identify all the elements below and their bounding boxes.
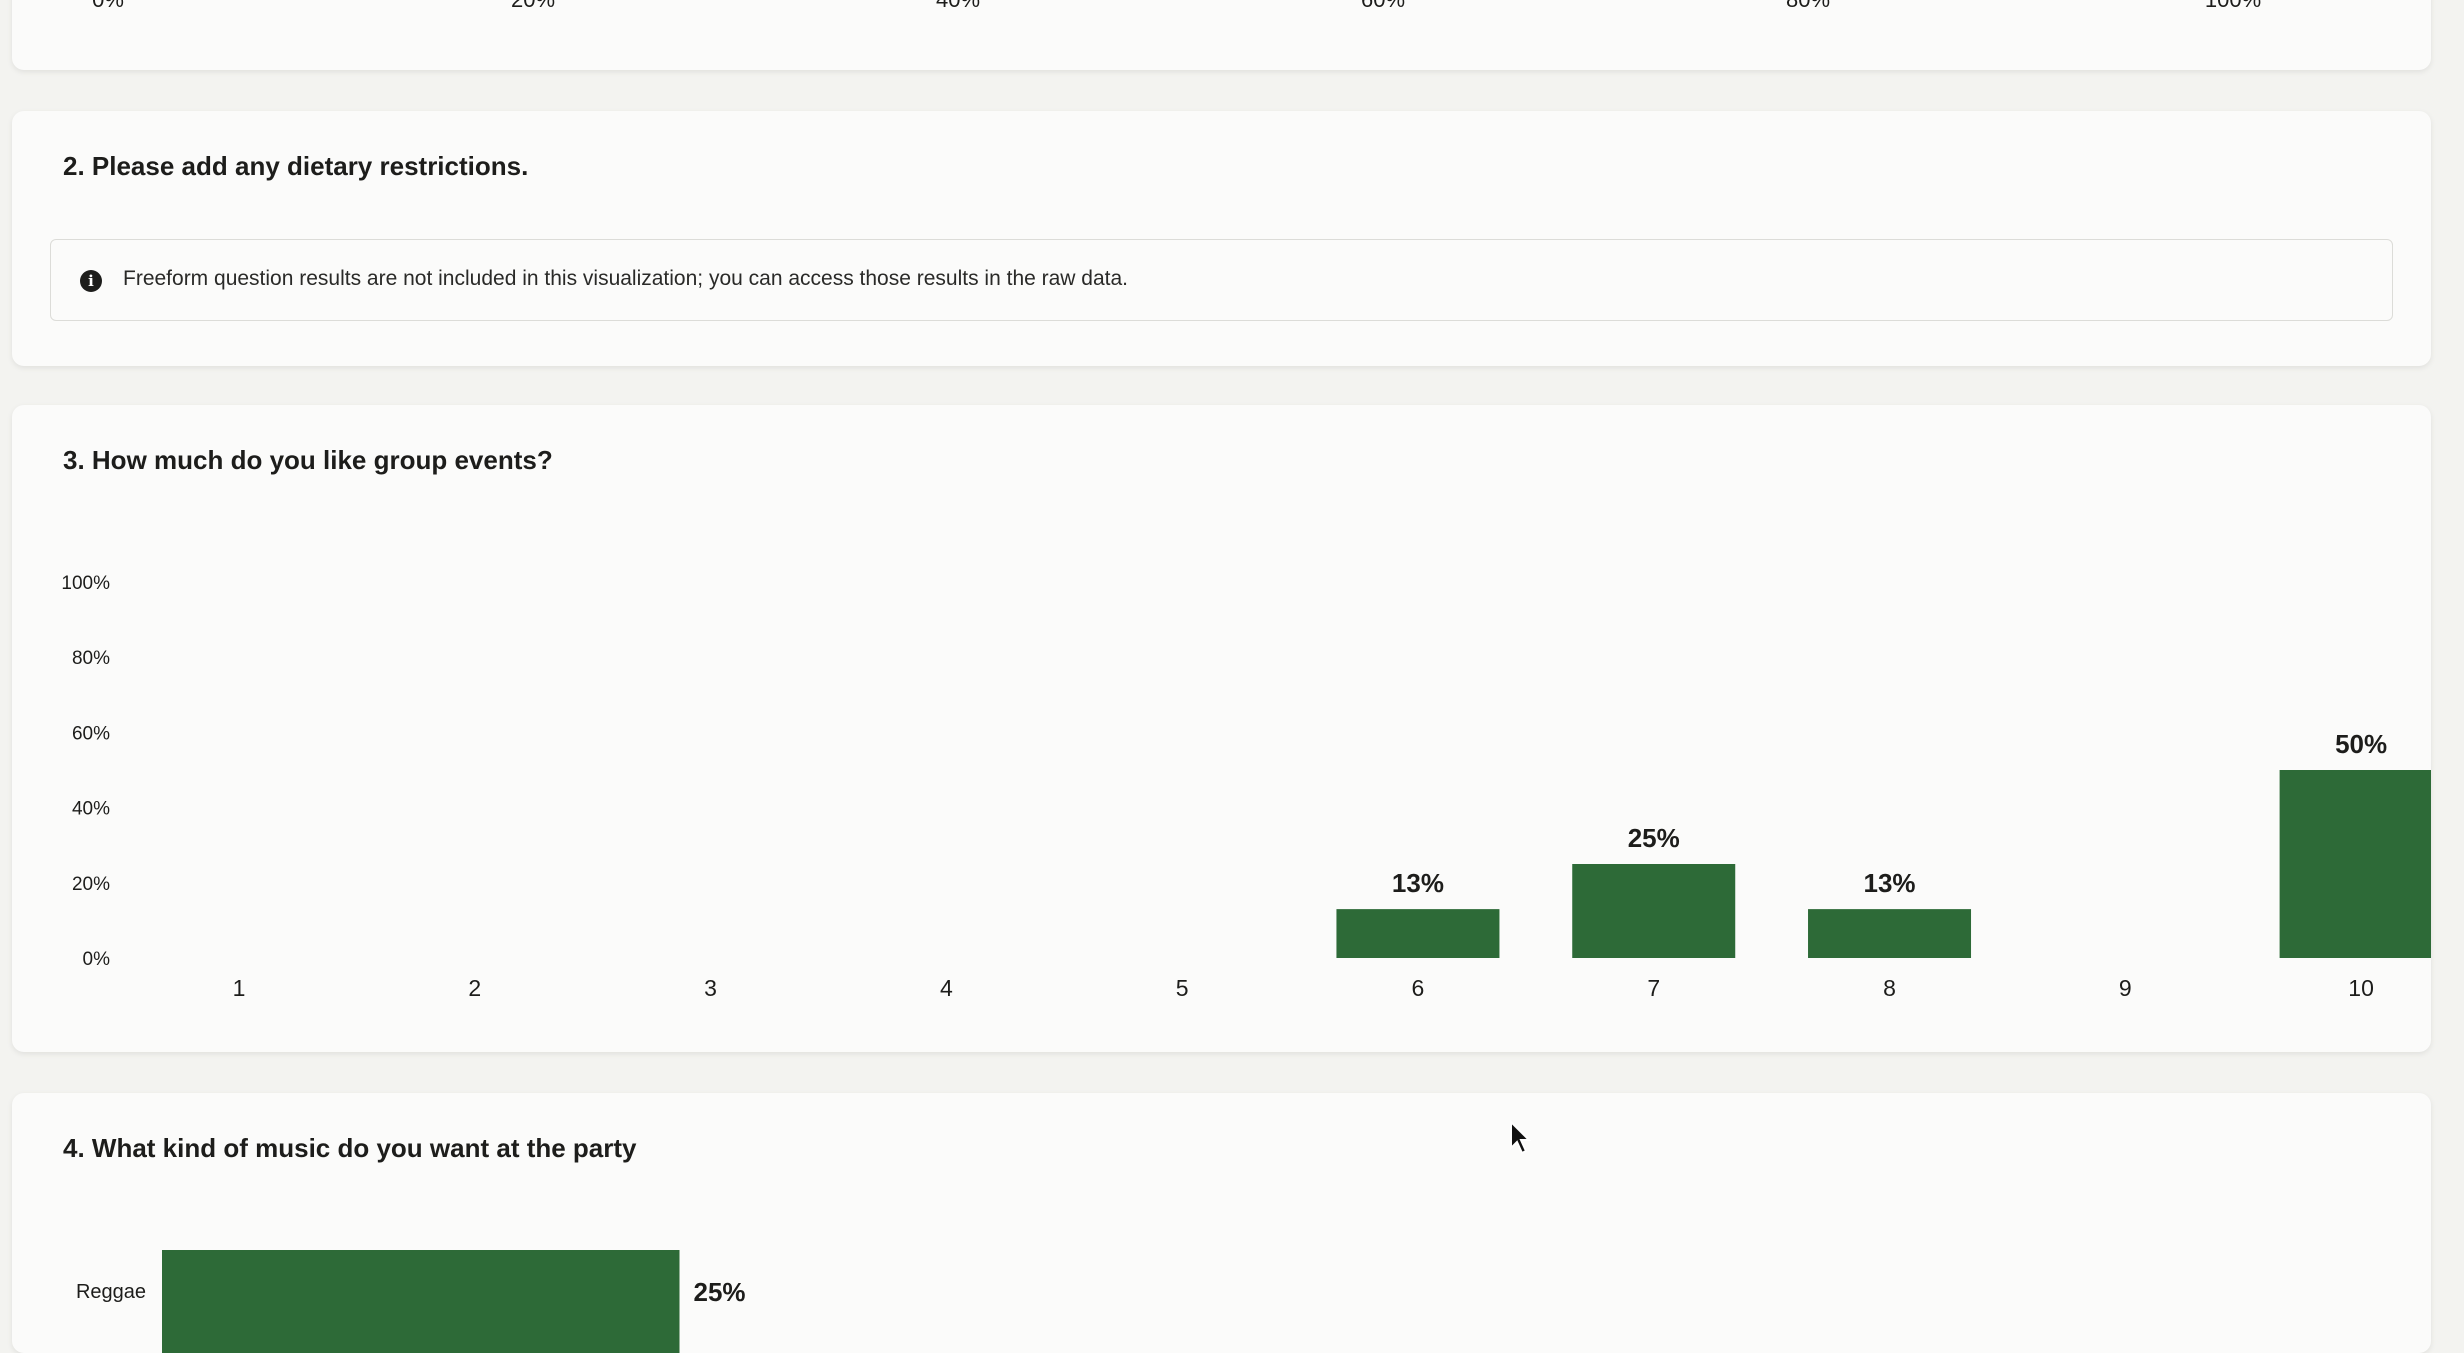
freeform-info-text: Freeform question results are not includ… xyxy=(123,267,1129,290)
q1-x-tick-label: 0% xyxy=(92,0,124,12)
info-icon: i xyxy=(80,270,102,292)
q1-x-tick-label: 20% xyxy=(511,0,555,12)
question-2-title: 2. Please add any dietary restrictions. xyxy=(63,151,529,181)
q1-x-tick-label: 80% xyxy=(1786,0,1830,12)
q3-x-tick-label: 2 xyxy=(468,975,481,1001)
question-4-bar-chart: Reggae 25% xyxy=(76,1250,746,1353)
q4-bar-reggae xyxy=(162,1250,680,1353)
freeform-info-notice: i Freeform question results are not incl… xyxy=(50,239,2393,321)
q3-bar-value-label: 13% xyxy=(1392,868,1444,898)
q1-x-tick-label: 40% xyxy=(936,0,980,12)
question-2-card: 2. Please add any dietary restrictions. … xyxy=(12,111,2431,366)
q3-x-tick-label: 10 xyxy=(2348,975,2374,1001)
q3-y-tick-label: 0% xyxy=(83,949,111,970)
q1-x-tick-label: 100% xyxy=(2205,0,2261,12)
q3-x-tick-label: 5 xyxy=(1176,975,1189,1001)
q3-bar-value-label: 13% xyxy=(1864,868,1916,898)
q3-y-tick-label: 100% xyxy=(61,573,110,594)
q3-bar-6 xyxy=(1336,909,1500,958)
q4-bar-value-label: 25% xyxy=(694,1277,746,1307)
q3-x-tick-label: 7 xyxy=(1647,975,1660,1001)
q1-x-tick-label: 60% xyxy=(1361,0,1405,12)
question-1-x-axis: 0% 20% 40% 60% 80% 100% xyxy=(92,0,2261,12)
question-4-card: 4. What kind of music do you want at the… xyxy=(12,1093,2431,1353)
q3-bar-8 xyxy=(1808,909,1972,958)
q3-bar-value-label: 50% xyxy=(2335,729,2387,759)
question-3-bar-chart: 0% 20% 40% 60% 80% 100% 13% 25% 13% 50% 1 2 3 4 5 6 7 8… xyxy=(61,573,2431,1001)
q4-category-label: Reggae xyxy=(76,1281,146,1303)
question-3-title: 3. How much do you like group events? xyxy=(63,445,553,475)
q3-y-tick-label: 80% xyxy=(72,648,110,669)
q3-bar-value-label: 25% xyxy=(1628,823,1680,853)
q3-x-tick-label: 3 xyxy=(704,975,717,1001)
q3-x-tick-label: 9 xyxy=(2119,975,2132,1001)
question-4-title: 4. What kind of music do you want at the… xyxy=(63,1133,637,1163)
q3-x-tick-label: 4 xyxy=(940,975,953,1001)
q3-y-tick-label: 60% xyxy=(72,723,110,744)
q3-y-tick-label: 20% xyxy=(72,874,110,895)
q3-x-tick-label: 1 xyxy=(233,975,246,1001)
question-3-card: 3. How much do you like group events? 0%… xyxy=(12,405,2431,1052)
q3-x-tick-label: 8 xyxy=(1883,975,1896,1001)
q3-x-tick-label: 6 xyxy=(1412,975,1425,1001)
q3-bar-10 xyxy=(2279,770,2431,958)
q3-y-tick-label: 40% xyxy=(72,799,110,820)
question-1-card: 0% 20% 40% 60% 80% 100% xyxy=(12,0,2431,70)
q3-bar-7 xyxy=(1572,864,1736,958)
mouse-cursor-icon xyxy=(1510,1120,1532,1155)
